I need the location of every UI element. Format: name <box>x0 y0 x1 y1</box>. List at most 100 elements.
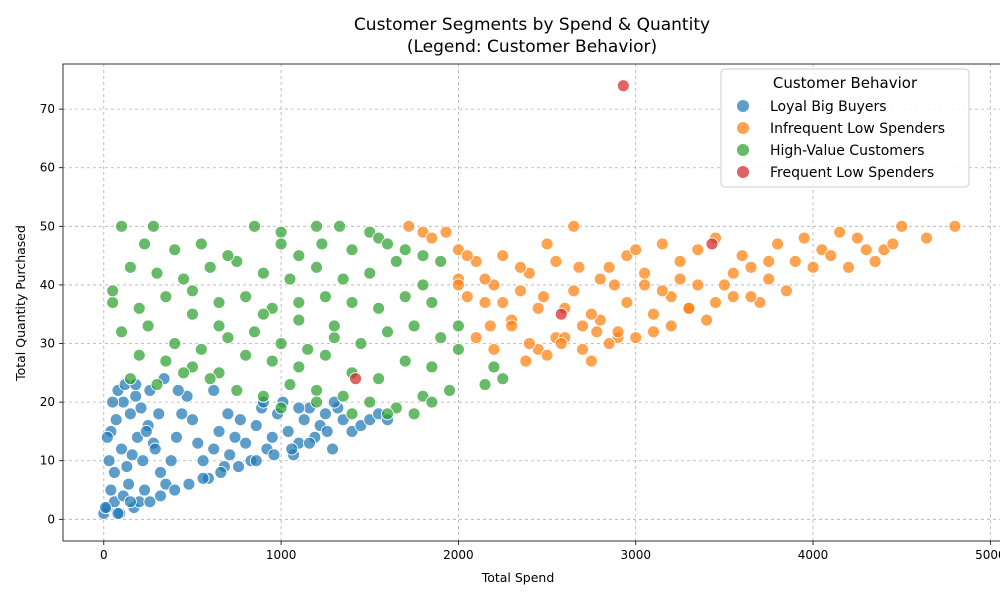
data-point <box>107 495 121 509</box>
data-point <box>191 436 205 450</box>
data-point <box>310 395 324 409</box>
data-point <box>281 424 295 438</box>
data-point <box>354 419 368 433</box>
data-point <box>115 219 128 233</box>
data-point <box>416 225 430 239</box>
data-point <box>138 483 152 497</box>
data-point <box>212 366 226 380</box>
series-1 <box>402 219 962 368</box>
data-point <box>100 430 114 444</box>
data-point <box>248 219 261 233</box>
data-point <box>203 372 217 386</box>
data-point <box>389 401 403 415</box>
data-point <box>131 430 144 444</box>
data-point <box>164 454 178 468</box>
data-point <box>655 237 669 251</box>
data-point <box>256 389 270 403</box>
data-point <box>416 278 430 292</box>
data-point <box>123 372 137 386</box>
data-point <box>336 413 350 427</box>
data-point <box>123 407 137 421</box>
data-point <box>310 260 324 274</box>
data-point <box>584 354 598 368</box>
data-point <box>363 413 377 427</box>
data-point <box>664 319 678 333</box>
data-point <box>146 219 160 233</box>
data-point <box>425 231 439 245</box>
data-point <box>122 477 136 491</box>
data-point <box>611 325 625 339</box>
data-point <box>460 290 474 304</box>
data-point <box>136 454 150 468</box>
data-point <box>576 342 589 356</box>
data-point <box>152 407 166 421</box>
data-point <box>239 436 253 450</box>
series-0 <box>97 372 394 520</box>
series-2 <box>106 219 510 421</box>
data-point <box>107 465 121 479</box>
y-axis-ticks: 0 10 20 30 40 50 60 70 <box>40 102 63 526</box>
data-point <box>248 325 261 339</box>
y-tick-label: 0 <box>47 512 55 526</box>
data-point <box>326 442 339 456</box>
data-point <box>212 319 226 333</box>
data-point <box>478 378 492 391</box>
data-point <box>705 237 719 251</box>
data-point <box>154 465 167 479</box>
x-axis-label: Total Spend <box>481 570 555 585</box>
data-point <box>753 296 767 309</box>
data-point <box>859 243 873 257</box>
data-point <box>194 342 208 356</box>
data-point <box>398 354 412 368</box>
data-point <box>292 401 306 415</box>
data-point <box>102 454 116 468</box>
legend-title: Customer Behavior <box>773 74 918 92</box>
data-point <box>212 424 226 438</box>
data-point <box>877 243 891 257</box>
data-point <box>948 219 962 233</box>
data-point <box>159 477 173 491</box>
data-point <box>150 378 164 391</box>
data-point <box>134 401 148 415</box>
y-axis-label: Total Quantity Purchased <box>13 225 28 382</box>
data-point <box>762 272 776 286</box>
data-point <box>285 442 299 456</box>
data-point <box>106 395 120 409</box>
data-point <box>168 337 182 350</box>
data-point <box>797 231 811 245</box>
data-point <box>99 501 113 515</box>
data-point <box>292 296 306 309</box>
data-point <box>407 407 421 421</box>
data-point <box>185 284 199 298</box>
data-point <box>363 395 377 409</box>
data-point <box>593 272 607 286</box>
x-tick-label: 1000 <box>266 548 297 562</box>
data-point <box>292 313 306 327</box>
data-point <box>327 331 341 345</box>
data-point <box>274 337 288 350</box>
data-point <box>196 454 210 468</box>
data-point <box>125 448 139 462</box>
data-point <box>886 237 900 251</box>
data-point <box>168 483 182 497</box>
data-points <box>97 79 962 520</box>
data-point <box>709 296 722 309</box>
data-point <box>249 454 263 468</box>
data-point <box>345 424 359 438</box>
data-point <box>673 272 687 286</box>
data-point <box>460 249 474 263</box>
y-tick-label: 70 <box>40 102 55 116</box>
data-point <box>120 460 134 474</box>
data-point <box>549 255 563 268</box>
data-point <box>154 489 167 503</box>
data-point <box>469 255 483 268</box>
data-point <box>762 255 776 268</box>
data-point <box>519 354 533 368</box>
data-point <box>602 337 616 350</box>
data-point <box>315 237 329 251</box>
data-point <box>132 301 146 315</box>
data-point <box>514 284 527 298</box>
